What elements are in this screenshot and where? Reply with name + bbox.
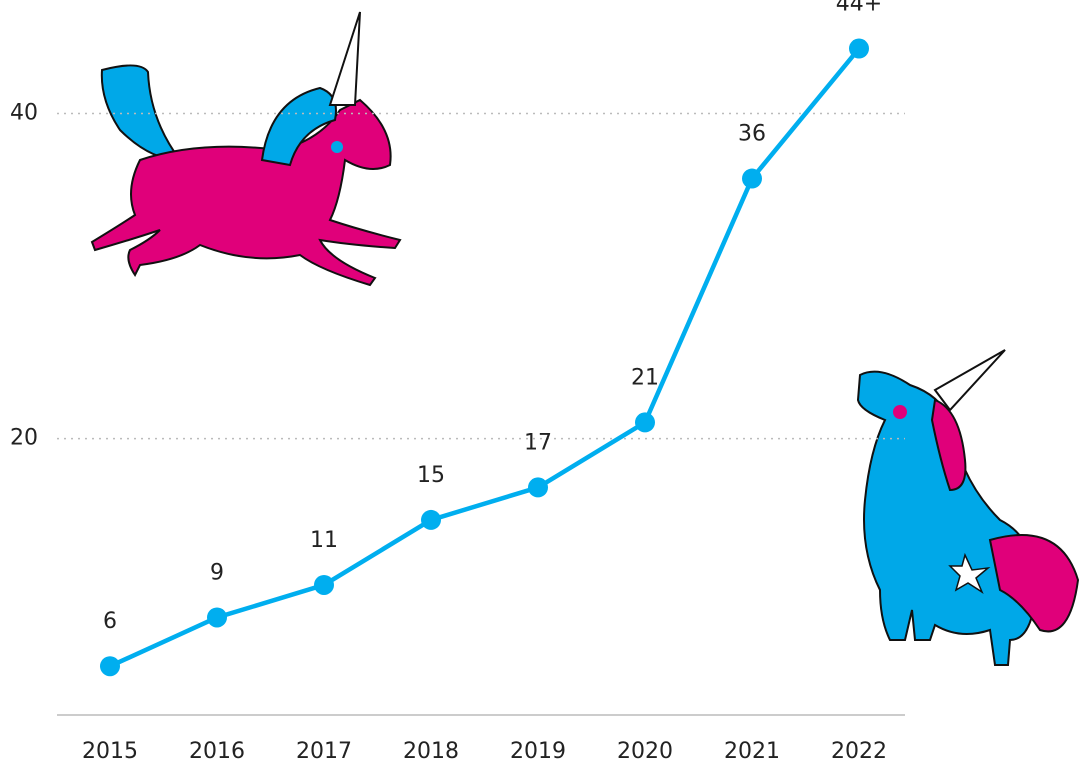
point — [849, 39, 869, 59]
data-label: 9 — [210, 560, 224, 585]
data-label: 17 — [524, 430, 552, 455]
point — [528, 477, 548, 497]
data-label: 21 — [631, 365, 659, 390]
data-label: 6 — [103, 609, 117, 634]
y-tick-label: 40 — [10, 101, 38, 126]
x-tick-label: 2021 — [724, 739, 780, 764]
chart: 20 40 2015 2016 2017 2018 2019 2020 2021 2022 6 9 11… — [0, 0, 1084, 767]
point — [635, 412, 655, 432]
x-tick-label: 2015 — [82, 739, 138, 764]
pink-unicorn-illustration — [92, 12, 400, 285]
data-label: 11 — [310, 528, 338, 553]
data-label: 15 — [417, 463, 445, 488]
x-tick-label: 2019 — [510, 739, 566, 764]
point — [207, 607, 227, 627]
point — [742, 169, 762, 189]
data-label: 36 — [738, 122, 766, 147]
point — [421, 510, 441, 530]
point — [314, 575, 334, 595]
x-tick-label: 2016 — [189, 739, 245, 764]
point — [100, 656, 120, 676]
x-tick-label: 2020 — [617, 739, 673, 764]
x-tick-label: 2018 — [403, 739, 459, 764]
blue-unicorn-illustration — [858, 350, 1078, 665]
x-tick-label: 2017 — [296, 739, 352, 764]
data-label: 44+ — [836, 0, 882, 17]
x-tick-label: 2022 — [831, 739, 887, 764]
y-tick-label: 20 — [10, 426, 38, 451]
